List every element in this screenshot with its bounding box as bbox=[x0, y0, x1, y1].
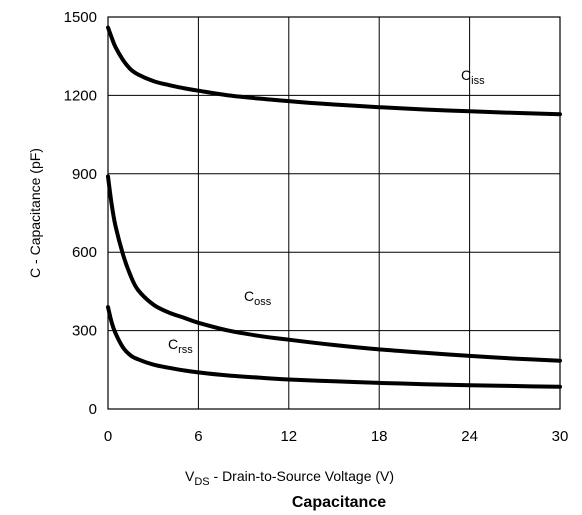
grid-lines bbox=[108, 17, 560, 409]
series-line-Coss bbox=[106, 174, 562, 363]
x-tick-labels: 0 6 12 18 24 30 bbox=[104, 428, 569, 445]
y-axis-label: C - Capacitance (pF) bbox=[27, 148, 43, 278]
y-tick-label: 600 bbox=[72, 244, 97, 261]
y-tick-label: 300 bbox=[72, 323, 97, 340]
plot-frame bbox=[107, 16, 561, 410]
y-tick-label: 900 bbox=[72, 166, 97, 183]
x-tick-label: 24 bbox=[461, 428, 478, 445]
y-tick-label: 0 bbox=[89, 401, 97, 418]
series-line-Ciss bbox=[106, 25, 562, 117]
x-axis-label-sub: DS bbox=[194, 476, 209, 488]
y-tick-label: 1500 bbox=[64, 9, 97, 26]
chart-title: Capacitance bbox=[292, 494, 386, 511]
y-tick-labels: 0 300 600 900 1200 1500 bbox=[64, 9, 97, 418]
series-line-Crss bbox=[106, 305, 562, 389]
x-axis-label: VDS - Drain-to-Source Voltage (V) bbox=[185, 468, 394, 488]
y-tick-label: 1200 bbox=[64, 87, 97, 104]
series-label-Ciss: Ciss bbox=[461, 67, 485, 87]
x-tick-label: 30 bbox=[552, 428, 569, 445]
x-tick-label: 0 bbox=[104, 428, 112, 445]
x-tick-label: 12 bbox=[280, 428, 297, 445]
x-axis-label-main: V bbox=[185, 468, 195, 484]
series-label-Coss: Coss bbox=[244, 288, 272, 308]
x-tick-label: 6 bbox=[194, 428, 202, 445]
series-labels: Ciss Coss Crss bbox=[168, 67, 485, 356]
series-curves bbox=[106, 25, 562, 389]
x-axis-label-rest: - Drain-to-Source Voltage (V) bbox=[210, 468, 394, 484]
series-label-Crss: Crss bbox=[168, 336, 193, 356]
x-tick-label: 18 bbox=[371, 428, 388, 445]
